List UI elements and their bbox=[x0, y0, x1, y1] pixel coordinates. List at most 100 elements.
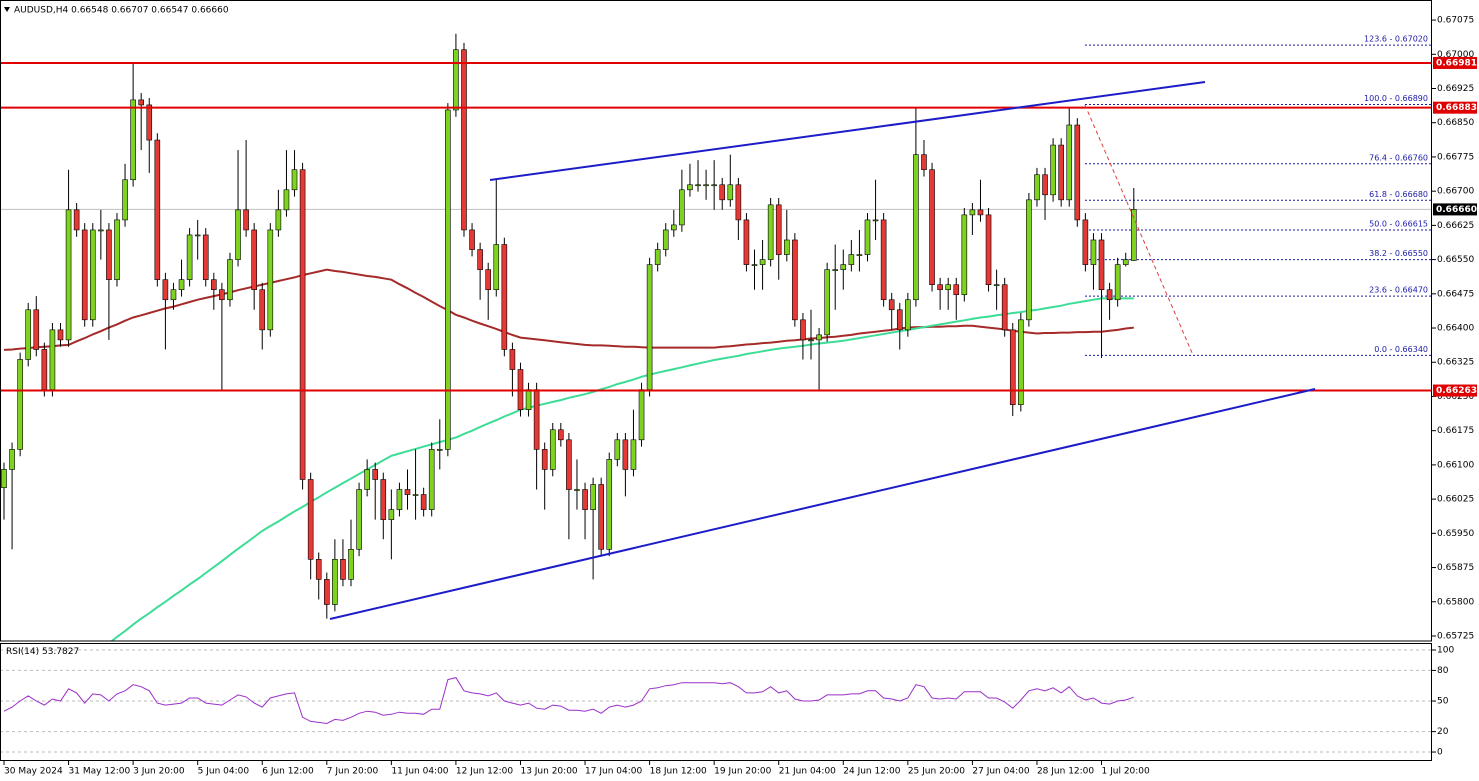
rsi-y-tick-label: 20 bbox=[1437, 727, 1449, 737]
last-price-label: 0.66660 bbox=[1436, 205, 1477, 215]
candle-body bbox=[654, 249, 661, 265]
candle-body bbox=[646, 264, 653, 390]
candle-body bbox=[1082, 219, 1089, 265]
candle-body bbox=[130, 99, 136, 181]
candle-body bbox=[477, 249, 483, 270]
y-tick-label: 0.66325 bbox=[1437, 358, 1474, 368]
rsi-y-tick-label: 0 bbox=[1437, 748, 1443, 758]
candle-body bbox=[888, 299, 895, 311]
level-box bbox=[1433, 101, 1477, 114]
candle-body bbox=[872, 219, 879, 222]
candle-body bbox=[582, 489, 588, 510]
candle-body bbox=[824, 269, 830, 336]
rsi-line bbox=[3, 677, 1134, 725]
candle-body bbox=[1001, 284, 1008, 331]
candle-body bbox=[1074, 124, 1081, 221]
candle-body bbox=[146, 104, 153, 141]
y-tick-label: 0.66250 bbox=[1437, 392, 1474, 402]
candle-body bbox=[767, 204, 774, 260]
candle-body bbox=[202, 234, 209, 280]
title-marker bbox=[4, 7, 10, 12]
candle-body bbox=[679, 189, 685, 226]
candle-body bbox=[961, 214, 968, 296]
fib-label: 76.4 - 0.66760 bbox=[1369, 153, 1428, 162]
candle-body bbox=[1034, 174, 1040, 201]
x-axis: 30 May 2024 31 May 12:00 3 Jun 20:00 5 Jun … bbox=[3, 761, 1150, 777]
candle-body bbox=[469, 229, 475, 250]
y-tick-label: 0.65950 bbox=[1437, 529, 1474, 539]
x-tick-label: 31 May 12:00 bbox=[69, 767, 131, 777]
candle-body bbox=[98, 229, 104, 232]
candle-body bbox=[703, 184, 709, 187]
rsi-title: RSI(14) 53.7827 bbox=[6, 647, 79, 657]
y-tick-label: 0.66400 bbox=[1437, 324, 1474, 334]
fib-label: 100.0 - 0.66890 bbox=[1364, 94, 1428, 103]
candle-body bbox=[864, 219, 871, 255]
candle-body bbox=[977, 209, 984, 216]
candle-body bbox=[574, 489, 580, 491]
x-tick-label: 3 Jun 20:00 bbox=[133, 767, 185, 777]
candle-body bbox=[380, 479, 387, 520]
candle-body bbox=[219, 289, 225, 301]
candle-body bbox=[114, 219, 120, 280]
candle-body bbox=[921, 154, 927, 171]
candle-body bbox=[638, 389, 645, 441]
candle-body bbox=[388, 509, 395, 520]
x-tick-label: 5 Jun 04:00 bbox=[198, 767, 250, 777]
candle-body bbox=[73, 209, 80, 231]
candle-body bbox=[525, 389, 532, 410]
candle-body bbox=[404, 489, 411, 495]
candle-body bbox=[57, 329, 64, 341]
candle-body bbox=[453, 49, 459, 111]
level-box bbox=[1433, 56, 1477, 69]
moving-average bbox=[3, 268, 1134, 351]
candle-body bbox=[170, 289, 177, 301]
fib-label: 23.6 - 0.66470 bbox=[1369, 286, 1428, 295]
candle-body bbox=[630, 439, 637, 470]
candle-body bbox=[792, 239, 798, 321]
candle-body bbox=[243, 209, 249, 231]
y-tick-label: 0.67075 bbox=[1437, 16, 1474, 26]
y-tick-label: 0.66475 bbox=[1437, 289, 1474, 299]
candle-body bbox=[969, 209, 976, 216]
candle-body bbox=[227, 259, 233, 301]
candle-body bbox=[283, 189, 290, 211]
y-tick-label: 0.66550 bbox=[1437, 255, 1474, 265]
candle-body bbox=[985, 214, 992, 285]
level-label: 0.66981 bbox=[1436, 58, 1477, 68]
plot-area: 123.6 - 0.67020 100.0 - 0.66890 76.4 - 0.6… bbox=[0, 33, 1432, 641]
candle-body bbox=[533, 389, 540, 450]
y-tick-label: 0.66775 bbox=[1437, 152, 1474, 162]
y-tick-label: 0.66700 bbox=[1437, 187, 1474, 197]
x-tick-label: 24 Jun 12:00 bbox=[843, 767, 900, 777]
candle-body bbox=[1131, 209, 1137, 261]
candle-body bbox=[622, 439, 629, 470]
candle-body bbox=[808, 339, 814, 342]
candle-body bbox=[251, 229, 257, 291]
x-tick-label: 28 Jun 12:00 bbox=[1037, 767, 1094, 777]
candle-body bbox=[41, 349, 48, 390]
candle-body bbox=[662, 229, 669, 250]
candle-body bbox=[194, 234, 201, 237]
fib-label: 38.2 - 0.66550 bbox=[1369, 249, 1428, 258]
y-tick-label: 0.66925 bbox=[1437, 84, 1474, 94]
candle-body bbox=[323, 579, 330, 605]
candle-body bbox=[340, 559, 346, 580]
candle-body bbox=[291, 169, 298, 191]
y-tick-label: 0.67000 bbox=[1437, 50, 1474, 60]
rsi-panel: 0 20 50 80 100 bbox=[0, 646, 1454, 758]
candle-body bbox=[485, 269, 492, 291]
y-tick-label: 0.66025 bbox=[1437, 495, 1474, 505]
candle-body bbox=[211, 279, 217, 291]
candle-body bbox=[1009, 329, 1016, 405]
candle-body bbox=[299, 169, 306, 480]
fib-label: 50.0 - 0.66615 bbox=[1369, 219, 1428, 228]
candle-body bbox=[122, 179, 128, 221]
candle-body bbox=[913, 154, 919, 301]
candle-body bbox=[493, 244, 500, 291]
candle-body bbox=[1026, 199, 1032, 321]
x-tick-label: 30 May 2024 bbox=[4, 767, 63, 777]
candle-body bbox=[549, 429, 556, 470]
candle-body bbox=[614, 439, 621, 460]
candle-body bbox=[501, 244, 508, 350]
